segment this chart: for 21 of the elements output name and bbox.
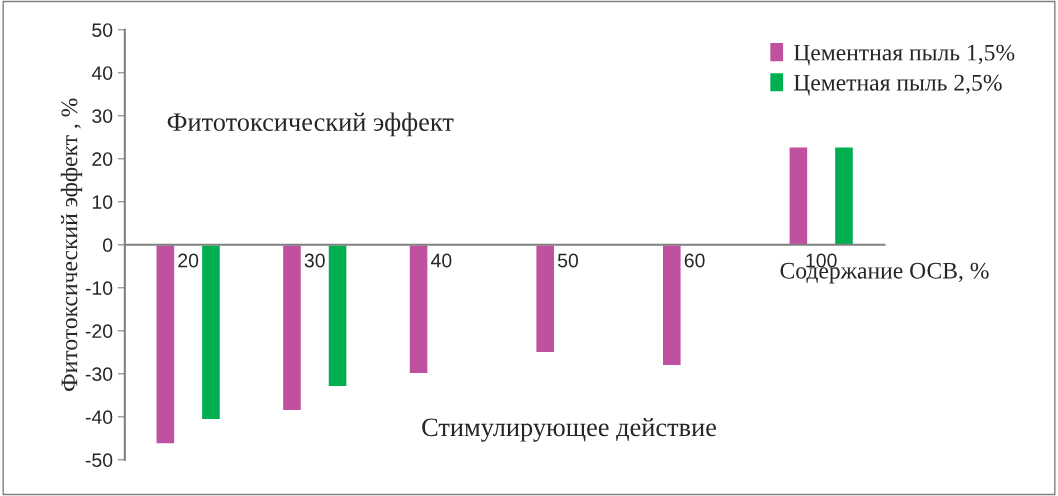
x-tick-label: 30 [304, 253, 325, 268]
y-tick-label: -50 [85, 453, 113, 468]
y-tick-label: 50 [92, 23, 113, 37]
annotation: Фитотоксический эффект [167, 112, 454, 137]
x-tick-label: 50 [557, 253, 579, 268]
y-tick-label: 0 [102, 238, 113, 253]
y-tick-label: 10 [92, 195, 113, 210]
y-tick-label: 20 [92, 152, 113, 167]
annotation: Стимулирующее действие [422, 417, 716, 442]
y-tick-label: -10 [85, 281, 113, 296]
legend-label: Цементная пыль 1,5% [793, 44, 1015, 66]
y-tick-label: -30 [85, 367, 113, 382]
x-tick-label: 60 [684, 253, 705, 268]
legend-label: Цеметная пыль 2,5% [793, 74, 1002, 96]
y-tick-label: -20 [85, 324, 113, 339]
x-tick-label: 40 [431, 253, 452, 268]
y-axis-title: Фитотоксический эффект , % [60, 98, 83, 392]
y-tick-label: -40 [85, 410, 113, 425]
y-tick-label: 30 [92, 109, 113, 123]
y-tick-label: 40 [91, 66, 113, 80]
x-tick-label: 20 [178, 253, 199, 268]
